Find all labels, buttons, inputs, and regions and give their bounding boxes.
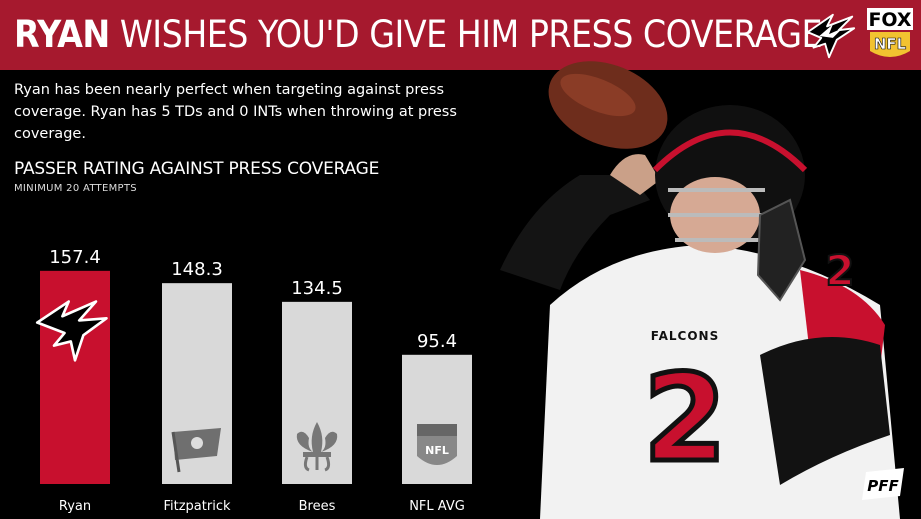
bar: [40, 270, 110, 484]
chart-title: PASSER RATING AGAINST PRESS COVERAGE: [14, 159, 380, 179]
buccaneers-flag-icon: [171, 428, 221, 473]
jersey-chest-text: FALCONS: [651, 329, 719, 343]
bar-group: 95.4 NFL AVG NFL: [402, 331, 472, 514]
category-label: NFL AVG: [409, 499, 465, 514]
page-title: RYAN WISHES YOU'D GIVE HIM PRESS COVERAG…: [14, 13, 823, 57]
title-strong: RYAN: [14, 13, 110, 56]
fleur-de-lis-icon: [296, 422, 338, 472]
player-illustration: FALCONS 2 2: [500, 61, 900, 519]
falcons-logo-icon: [35, 300, 108, 362]
category-label: Fitzpatrick: [163, 499, 230, 514]
category-label: Ryan: [59, 499, 91, 514]
falcons-logo-icon: [806, 13, 856, 59]
jersey-number: 2: [643, 350, 727, 489]
intro-text-b: nearly perfect: [125, 82, 228, 98]
intro-text-c: when targeting against press coverage. R…: [14, 82, 457, 142]
header-banner: RYAN WISHES YOU'D GIVE HIM PRESS COVERAG…: [0, 0, 921, 70]
pff-text: PFF: [867, 477, 899, 495]
intro-text-a: Ryan has been: [14, 82, 122, 98]
category-label: Brees: [299, 499, 336, 514]
bar-group: 134.5 Brees: [282, 278, 352, 514]
value-label: 148.3: [171, 259, 223, 280]
bar-group: 157.4 Ryan: [35, 247, 110, 514]
intro-paragraph: Ryan has been nearly perfect when target…: [14, 79, 514, 145]
pff-logo: PFF: [862, 468, 904, 500]
network-line2: NFL: [874, 35, 907, 53]
value-label: 157.4: [49, 247, 101, 268]
network-line1: FOX: [868, 9, 911, 31]
title-rest: WISHES YOU'D GIVE HIM PRESS COVERAGE: [119, 13, 823, 56]
svg-text:NFL: NFL: [425, 444, 449, 457]
shoulder-number: 2: [825, 246, 854, 295]
football-icon: [548, 61, 668, 149]
helmet-icon: [652, 105, 808, 253]
bar-chart: 157.4 Ryan 148.3 Fitzpatrick 134.5 Brees 95.4 N…: [35, 247, 472, 514]
chart-subtitle: MINIMUM 20 ATTEMPTS: [14, 183, 137, 194]
bar-group: 148.3 Fitzpatrick: [162, 259, 232, 514]
value-label: 95.4: [417, 331, 457, 352]
fox-nfl-logo: FOX NFL: [867, 8, 913, 57]
nfl-shield-icon: NFL: [417, 424, 457, 465]
value-label: 134.5: [291, 278, 343, 299]
